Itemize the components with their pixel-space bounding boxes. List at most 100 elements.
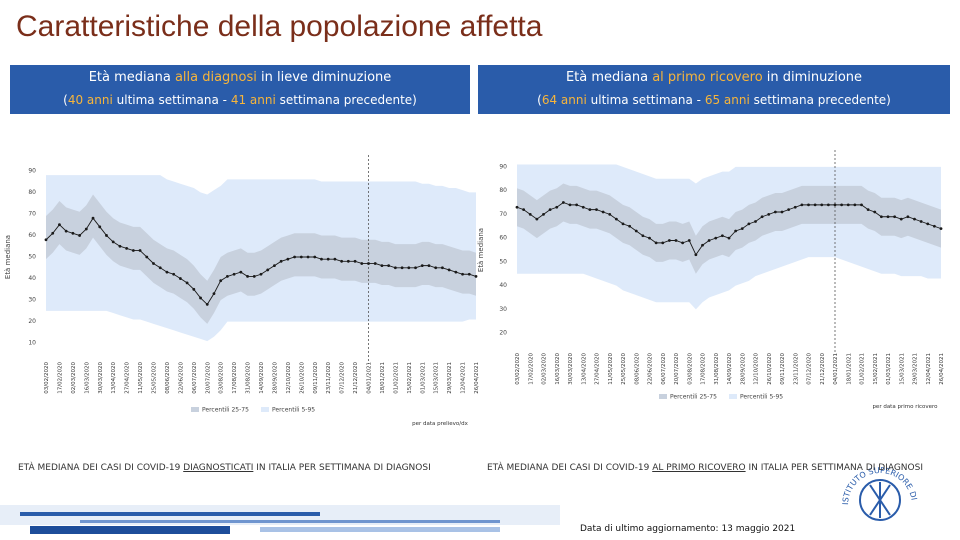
median-point [125, 246, 129, 250]
median-point [111, 240, 115, 244]
x-tick-label: 31/08/2020 [246, 362, 252, 394]
median-point [535, 217, 539, 221]
median-point [648, 236, 651, 240]
median-point [760, 215, 764, 219]
median-point [873, 210, 877, 214]
median-point [299, 255, 303, 259]
median-point [641, 234, 645, 238]
median-point [400, 266, 404, 270]
median-point [51, 231, 55, 235]
text: IN ITALIA PER SETTIMANA DI DIAGNOSI [253, 463, 431, 473]
highlight-text: alla diagnosi [174, 70, 257, 85]
median-point [259, 272, 263, 276]
median-point [78, 234, 81, 237]
x-tick-label: 17/02/2020 [528, 353, 534, 385]
median-point [919, 220, 923, 223]
median-point [367, 262, 370, 265]
y-tick-label: 20 [499, 330, 507, 337]
median-point [58, 223, 61, 227]
x-tick-label: 12/04/2021 [926, 353, 932, 385]
x-tick-label: 26/10/2020 [767, 353, 773, 385]
median-point [353, 259, 357, 263]
x-tick-label: 06/07/2020 [661, 353, 667, 385]
x-tick-label: 23/11/2020 [326, 362, 332, 394]
x-tick-label: 15/03/2021 [899, 353, 905, 385]
x-tick-label: 08/06/2020 [165, 362, 171, 394]
x-tick-label: 30/03/2020 [568, 353, 574, 385]
x-tick-label: 20/07/2020 [205, 362, 211, 394]
median-point [474, 275, 478, 278]
median-point [105, 234, 108, 237]
text: in diminuzione [762, 70, 863, 85]
median-point [461, 272, 464, 276]
text: ETÀ MEDIANA DEI CASI DI COVID-19 [487, 463, 653, 473]
x-tick-label: 08/06/2020 [634, 353, 640, 385]
legend-swatch [729, 394, 737, 399]
median-point [528, 212, 532, 216]
x-axis-note: per data primo ricovero [872, 404, 938, 410]
median-point [199, 296, 202, 300]
median-point [780, 210, 784, 214]
median-point [926, 222, 930, 226]
x-tick-label: 17/02/2020 [57, 362, 63, 394]
highlight-text: 65 anni [704, 93, 750, 107]
median-point [866, 208, 870, 212]
median-point [414, 266, 417, 270]
median-point [787, 208, 791, 212]
median-point [939, 227, 943, 231]
median-point [833, 203, 837, 207]
y-tick-label: 60 [28, 232, 36, 239]
median-point [621, 222, 625, 226]
median-point [266, 268, 270, 272]
x-tick-label: 22/06/2020 [648, 353, 654, 385]
median-point [522, 208, 526, 212]
median-point [595, 208, 598, 212]
y-tick-label: 10 [28, 340, 36, 347]
median-point [681, 241, 685, 245]
median-point [172, 272, 176, 276]
text: in lieve diminuzione [256, 70, 392, 85]
x-tick-label: 28/09/2020 [272, 362, 278, 394]
median-point [714, 236, 718, 240]
median-point [561, 201, 565, 204]
median-point [346, 259, 350, 263]
median-point [165, 270, 169, 274]
caption: ETÀ MEDIANA DEI CASI DI COVID-19 DIAGNOS… [18, 460, 458, 476]
median-point [906, 215, 910, 219]
median-point [548, 208, 552, 212]
header-subtitle: (40 anni ultima settimana - 41 anni sett… [10, 93, 470, 107]
median-point [588, 208, 592, 212]
median-point [192, 287, 196, 291]
x-tick-label: 11/05/2020 [608, 353, 614, 385]
median-point [98, 225, 102, 229]
median-point [420, 264, 424, 268]
text: Età mediana [88, 70, 175, 85]
median-point [185, 281, 189, 285]
x-tick-label: 03/02/2020 [515, 353, 521, 385]
x-tick-label: 16/03/2020 [84, 362, 90, 394]
y-tick-label: 80 [28, 189, 36, 196]
y-axis-label: Età mediana [4, 235, 12, 279]
median-point [661, 241, 665, 245]
y-tick-label: 80 [499, 187, 507, 194]
median-point [720, 234, 724, 238]
median-point [326, 257, 330, 261]
x-tick-label: 21/12/2020 [820, 353, 826, 385]
median-point [694, 253, 698, 257]
x-tick-label: 16/03/2020 [555, 353, 561, 385]
x-tick-label: 14/09/2020 [259, 362, 265, 394]
x-tick-label: 09/11/2020 [780, 353, 786, 385]
x-tick-label: 26/04/2021 [474, 362, 480, 394]
x-tick-label: 04/01/2021 [367, 362, 373, 394]
y-tick-label: 70 [499, 211, 507, 218]
median-point [634, 229, 638, 233]
y-tick-label: 40 [28, 275, 36, 282]
text: Età mediana [565, 70, 653, 85]
median-point [575, 203, 579, 207]
x-tick-label: 14/09/2020 [727, 353, 733, 385]
legend-label: Percentili 5-95 [272, 407, 315, 414]
median-point [145, 255, 149, 259]
panel-header: Età mediana al primo ricovero in diminuz… [478, 65, 950, 114]
median-point [800, 203, 804, 207]
median-point [286, 257, 290, 261]
